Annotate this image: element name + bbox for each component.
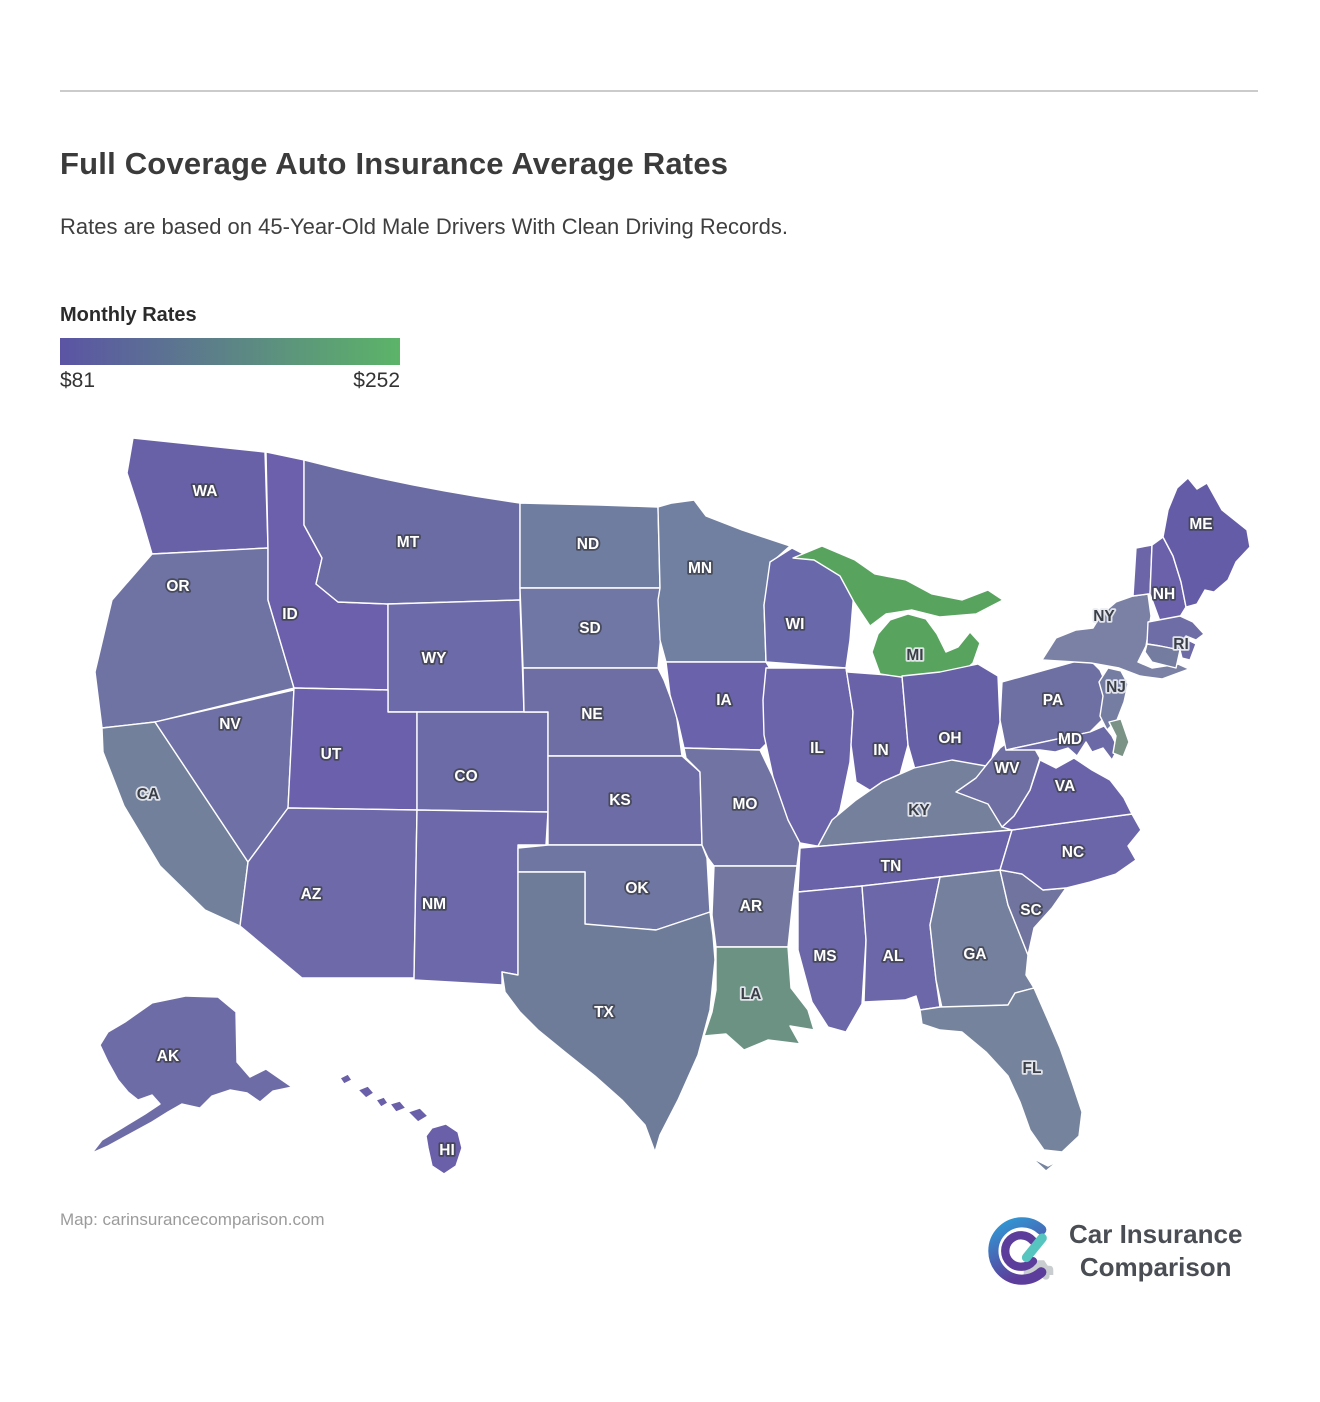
top-divider	[60, 90, 1258, 92]
brand-logo-icon	[988, 1217, 1054, 1285]
state-co[interactable]	[416, 711, 549, 813]
legend-max-label: $252	[353, 369, 400, 392]
state-me[interactable]	[1162, 477, 1251, 608]
state-ak[interactable]	[91, 995, 293, 1154]
legend-title: Monthly Rates	[60, 304, 197, 326]
state-nd[interactable]	[519, 502, 661, 589]
state-mt[interactable]	[303, 459, 521, 605]
state-mi[interactable]	[792, 545, 1004, 695]
state-wa[interactable]	[126, 437, 269, 555]
page-subtitle: Rates are based on 45-Year-Old Male Driv…	[60, 214, 788, 239]
state-ks[interactable]	[547, 755, 703, 846]
state-wv[interactable]	[955, 735, 1041, 828]
map-attribution: Map: carinsurancecomparison.com	[60, 1210, 325, 1229]
state-al[interactable]	[861, 876, 941, 1011]
page-title: Full Coverage Auto Insurance Average Rat…	[60, 146, 729, 181]
brand-logo-text: Car Insurance Comparison	[1069, 1218, 1242, 1284]
state-wy[interactable]	[387, 599, 525, 713]
state-hi[interactable]	[339, 1073, 463, 1175]
state-de[interactable]	[1108, 718, 1130, 758]
state-fl[interactable]	[919, 987, 1083, 1172]
state-nc[interactable]	[999, 813, 1142, 891]
brand-logo-line1: Car Insurance	[1069, 1219, 1243, 1250]
brand-logo-line2: Comparison	[1079, 1252, 1232, 1282]
state-la[interactable]	[703, 946, 815, 1051]
state-ct[interactable]	[1144, 643, 1181, 669]
state-sd[interactable]	[519, 587, 665, 669]
state-md[interactable]	[1005, 725, 1119, 761]
state-ri[interactable]	[1179, 639, 1197, 661]
legend-labels: $81 $252	[60, 369, 400, 393]
state-tx[interactable]	[501, 871, 716, 1153]
state-ar[interactable]	[711, 865, 798, 948]
state-vt[interactable]	[1132, 544, 1153, 597]
legend-gradient-bar	[60, 338, 400, 365]
brand-logo-link[interactable]: Car Insurance Comparison	[983, 1214, 1242, 1288]
legend-min-label: $81	[60, 369, 96, 392]
